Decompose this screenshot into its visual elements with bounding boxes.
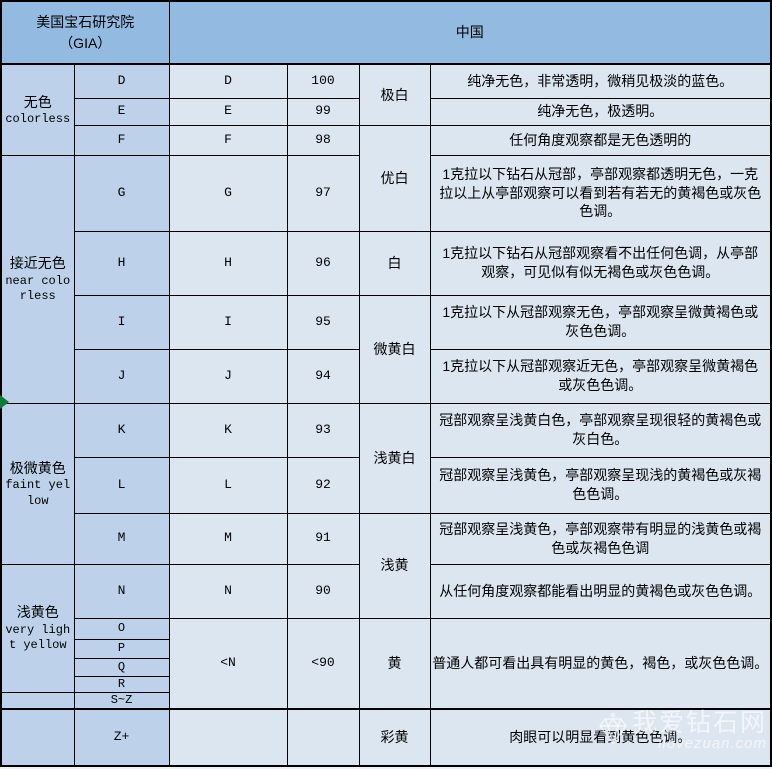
grade-letter-cell-G: G bbox=[168, 154, 288, 232]
cn-grade-cell-qianhuang: 浅黄 bbox=[358, 512, 431, 619]
grade-letter-cell-J: J bbox=[168, 348, 288, 404]
green-corner-marker bbox=[0, 395, 9, 409]
category-en-label: very light yellow bbox=[5, 622, 71, 653]
grade-letter-cell-E: E bbox=[168, 97, 288, 126]
desc-cell-F: 任何角度观察都是无色透明的 bbox=[429, 124, 772, 156]
score-cell-below-90: <90 bbox=[286, 617, 360, 710]
desc-cell-J: 1克拉以下从冠部观察近无色，亭部观察呈微黄褐色或灰色色调。 bbox=[429, 348, 772, 404]
grade-letter-cell-D: D bbox=[168, 63, 288, 99]
gia-grade-cell-O: O bbox=[73, 617, 170, 640]
category-cn-label: 无色 bbox=[23, 93, 52, 110]
score-empty-cell bbox=[286, 708, 360, 767]
header-gia-cell: 美国宝石研究院 （GIA） bbox=[0, 0, 170, 65]
grade-letter-cell-M: M bbox=[168, 512, 288, 565]
desc-cell-L: 冠部观察呈浅黄色，亭部观察呈现浅的黄褐色或灰褐色色调。 bbox=[429, 456, 772, 514]
cn-grade-cell-bai: 白 bbox=[358, 230, 431, 296]
gia-grade-cell-E: E bbox=[73, 97, 170, 126]
gia-grade-cell-F: F bbox=[73, 124, 170, 156]
category-cn-label: 接近无色 bbox=[9, 255, 66, 272]
category-cell-faint-yellow: 极微黄色 faint yellow bbox=[0, 402, 75, 565]
cn-grade-cell-caihuang: 彩黄 bbox=[358, 708, 431, 767]
grade-letter-cell-F: F bbox=[168, 124, 288, 156]
score-cell-K: 93 bbox=[286, 402, 360, 458]
gia-grade-cell-J: J bbox=[73, 348, 170, 404]
score-cell-L: 92 bbox=[286, 456, 360, 514]
gia-grade-cell-G: G bbox=[73, 154, 170, 232]
gia-grade-cell-N: N bbox=[73, 563, 170, 619]
grade-letter-cell-I: I bbox=[168, 294, 288, 350]
cn-grade-cell-youbai: 优白 bbox=[358, 124, 431, 232]
desc-cell-K: 冠部观察呈浅黄白色，亭部观察呈现很轻的黄褐色或灰白色。 bbox=[429, 402, 772, 458]
cn-grade-cell-jibai: 极白 bbox=[358, 63, 431, 126]
score-cell-N: 90 bbox=[286, 563, 360, 619]
grade-letter-empty-cell bbox=[168, 708, 288, 767]
cn-grade-cell-weihuangbai: 微黄白 bbox=[358, 294, 431, 404]
header-gia-title: 美国宝石研究院 bbox=[36, 13, 135, 30]
score-cell-G: 97 bbox=[286, 154, 360, 232]
gia-grade-cell-Q: Q bbox=[73, 657, 170, 677]
category-empty-cell bbox=[0, 708, 75, 767]
desc-cell-H: 1克拉以下钻石从冠部观察看不出任何色调，从亭部观察，可见似有似无褐色或灰色色调。 bbox=[429, 230, 772, 296]
score-cell-H: 96 bbox=[286, 230, 360, 296]
score-cell-M: 91 bbox=[286, 512, 360, 565]
gia-grade-cell-SZ: S~Z bbox=[73, 691, 170, 710]
score-cell-I: 95 bbox=[286, 294, 360, 350]
category-cn-label: 极微黄色 bbox=[9, 459, 66, 476]
score-cell-E: 99 bbox=[286, 97, 360, 126]
desc-cell-M: 冠部观察呈浅黄色，亭部观察带有明显的浅黄色或褐色或灰褐色色调 bbox=[429, 512, 772, 565]
header-gia-subtitle: （GIA） bbox=[59, 34, 112, 51]
category-cell-very-light-yellow: 浅黄色 very light yellow bbox=[0, 563, 75, 693]
category-en-label: faint yellow bbox=[5, 478, 71, 508]
grade-letter-cell-H: H bbox=[168, 230, 288, 296]
grade-letter-cell-L: L bbox=[168, 456, 288, 514]
grade-letter-cell-K: K bbox=[168, 402, 288, 458]
score-cell-D: 100 bbox=[286, 63, 360, 99]
cn-grade-cell-qianhuangbai: 浅黄白 bbox=[358, 402, 431, 514]
category-cell-near-colorless: 接近无色 near colorless bbox=[0, 154, 75, 404]
category-empty-cell bbox=[0, 691, 75, 710]
gia-grade-cell-L: L bbox=[73, 456, 170, 514]
desc-cell-D: 纯净无色，非常透明，微稍见极淡的蓝色。 bbox=[429, 63, 772, 99]
grade-letter-cell-below-N: <N bbox=[168, 617, 288, 710]
desc-cell-G: 1克拉以下钻石从冠部，亭部观察都透明无色，一克拉以上从亭部观察可以看到若有若无的… bbox=[429, 154, 772, 232]
score-cell-J: 94 bbox=[286, 348, 360, 404]
gia-grade-cell-M: M bbox=[73, 512, 170, 565]
category-en-label: colorless bbox=[5, 112, 71, 127]
category-cn-label: 浅黄色 bbox=[16, 604, 59, 621]
cn-grade-cell-huang: 黄 bbox=[358, 617, 431, 710]
header-china-cell: 中国 bbox=[168, 0, 772, 65]
desc-cell-I: 1克拉以下从冠部观察无色，亭部观察呈微黄褐色或灰色色调。 bbox=[429, 294, 772, 350]
desc-cell-huang: 普通人都可看出具有明显的黄色，褐色，或灰色色调。 bbox=[429, 617, 772, 710]
gia-grade-cell-D: D bbox=[73, 63, 170, 99]
score-cell-F: 98 bbox=[286, 124, 360, 156]
desc-cell-Zplus: 肉眼可以明显看到黄色色调。 bbox=[429, 708, 772, 767]
category-en-label: near colorless bbox=[5, 273, 71, 304]
desc-cell-N: 从任何角度观察都能看出明显的黄褐色或灰色色调。 bbox=[429, 563, 772, 619]
gia-grade-cell-K: K bbox=[73, 402, 170, 458]
gia-grade-cell-H: H bbox=[73, 230, 170, 296]
gia-grade-cell-I: I bbox=[73, 294, 170, 350]
gia-grade-cell-Zplus: Z+ bbox=[73, 708, 170, 767]
category-cell-colorless: 无色 colorless bbox=[0, 63, 75, 156]
grade-letter-cell-N: N bbox=[168, 563, 288, 619]
desc-cell-E: 纯净无色，极透明。 bbox=[429, 97, 772, 126]
gia-grade-cell-R: R bbox=[73, 675, 170, 693]
gia-grade-cell-P: P bbox=[73, 638, 170, 659]
